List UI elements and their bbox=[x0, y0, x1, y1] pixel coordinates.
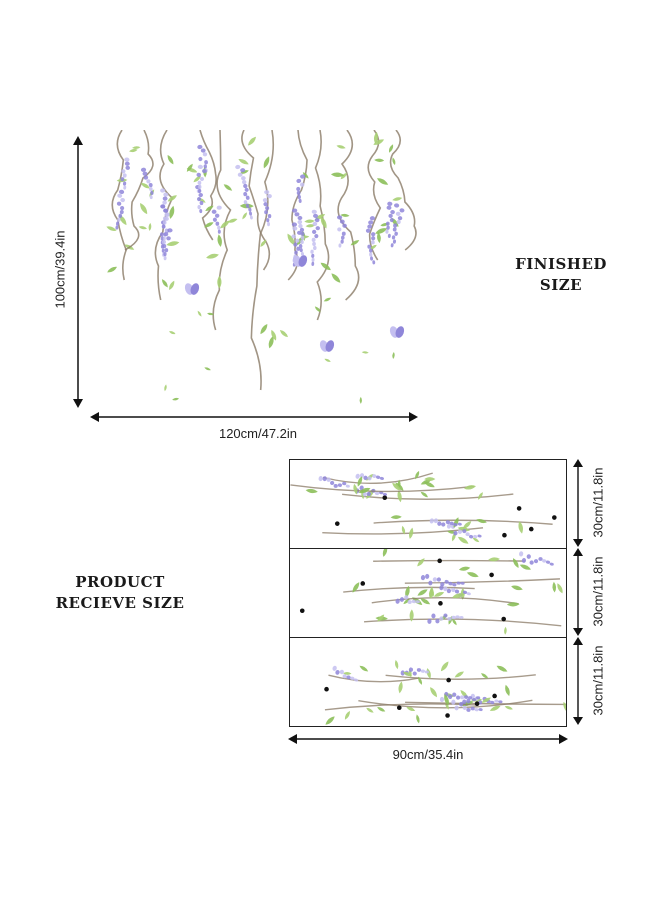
wisteria-illustration bbox=[106, 130, 417, 404]
finished-artwork bbox=[92, 130, 422, 405]
finished-size-line1: FINISHED bbox=[515, 255, 607, 273]
finished-size-label: FINISHED SIZE bbox=[505, 254, 617, 296]
panel-1-height-label: 30cm/11.8in bbox=[590, 467, 606, 538]
product-width-arrow bbox=[288, 732, 568, 746]
panel-2-height-label: 30cm/11.8in bbox=[590, 556, 606, 627]
finished-size-line2: SIZE bbox=[539, 276, 583, 294]
finished-height-label: 100cm/39.4in bbox=[52, 230, 68, 309]
product-width-label: 90cm/35.4in bbox=[392, 747, 464, 762]
sheet-1-illustration bbox=[290, 470, 557, 544]
sticker-sheet-2 bbox=[289, 548, 567, 638]
width-dimension-arrow bbox=[90, 410, 418, 424]
panel-2-height-arrow bbox=[571, 548, 585, 636]
sticker-sheet-3 bbox=[289, 637, 567, 727]
product-size-line1: PRODUCT bbox=[75, 573, 165, 591]
panel-1-height-arrow bbox=[571, 459, 585, 547]
sheet-2-illustration bbox=[299, 549, 563, 635]
height-dimension-arrow bbox=[70, 136, 86, 408]
product-size-line2: RECIEVE SIZE bbox=[55, 594, 185, 612]
panel-3-height-label: 30cm/11.8in bbox=[590, 645, 606, 716]
sheet-3-illustration bbox=[324, 659, 566, 725]
panel-3-height-arrow bbox=[571, 637, 585, 725]
finished-width-label: 120cm/47.2in bbox=[218, 426, 298, 441]
product-receive-size-label: PRODUCT RECIEVE SIZE bbox=[50, 572, 190, 614]
sticker-sheet-1 bbox=[289, 459, 567, 549]
